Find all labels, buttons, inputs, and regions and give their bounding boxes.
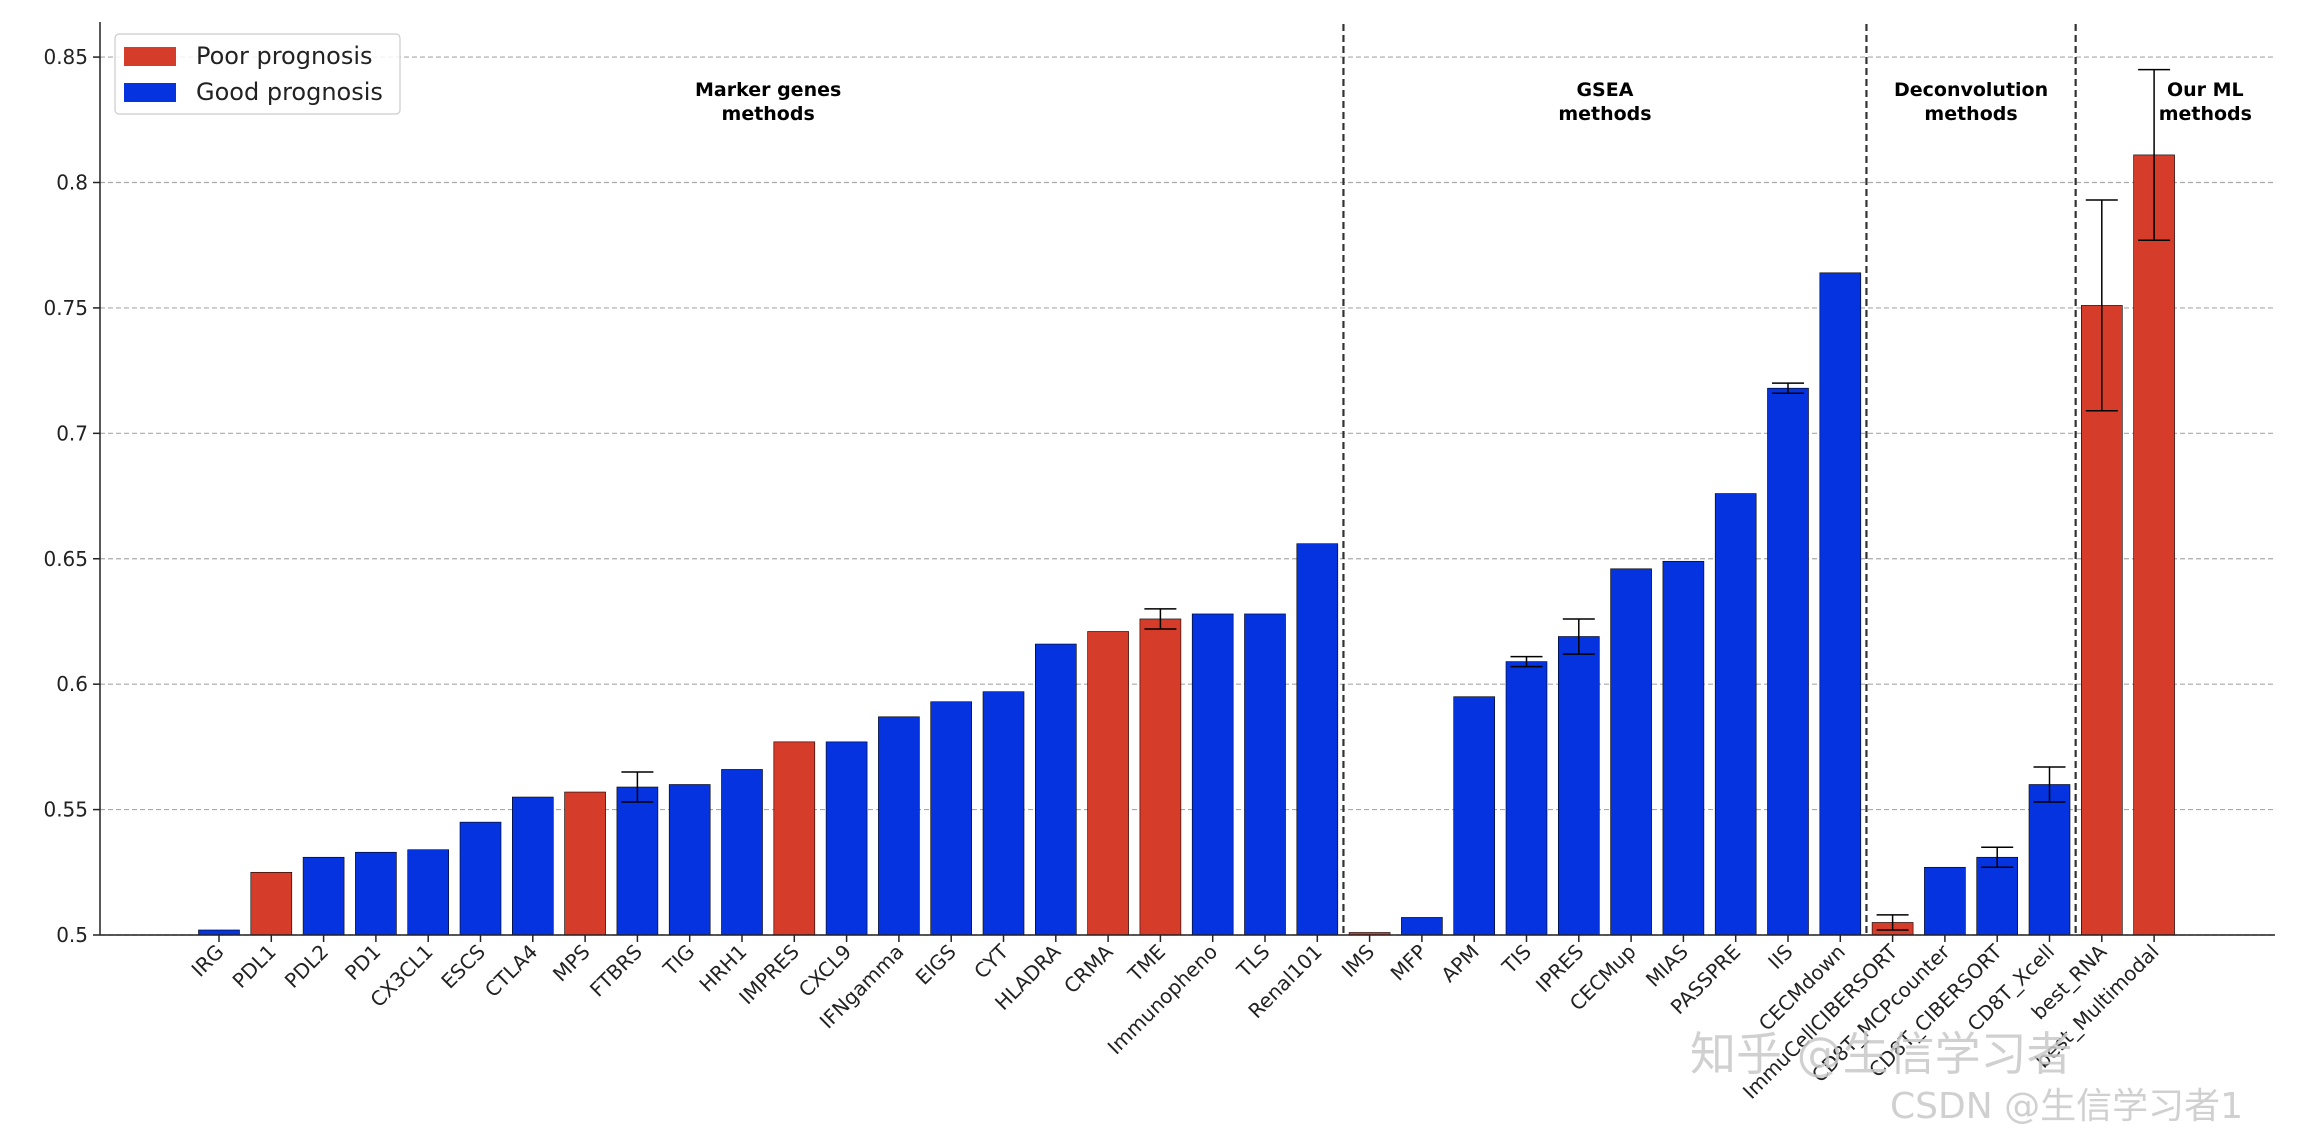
error-bar: [1144, 608, 1177, 630]
bar: [1662, 560, 1705, 936]
error-bar: [621, 771, 654, 803]
bar: [878, 716, 920, 936]
bar: [2028, 784, 2071, 936]
bar: [1924, 866, 1966, 936]
error-bar: [1562, 618, 1595, 655]
y-tick-label: 0.7: [56, 421, 88, 445]
x-tick-label: CTLA4: [480, 940, 542, 1002]
error-bar: [1876, 914, 1909, 931]
x-tick-label: APM: [1436, 940, 1483, 987]
error-bar: [1510, 655, 1543, 668]
bar: [1610, 568, 1652, 936]
bar: [302, 856, 345, 936]
section-label: Our ML: [2167, 79, 2244, 101]
section-label: GSEA: [1576, 79, 1633, 101]
section-label: Deconvolution: [1894, 79, 2048, 101]
bar: [825, 741, 868, 936]
error-bar: [1981, 846, 2014, 869]
y-tick-label: 0.6: [56, 672, 88, 696]
bar: [1191, 613, 1234, 936]
section-label: Marker genes: [695, 79, 841, 101]
y-tick-label: 0.55: [43, 798, 88, 822]
bar: [1505, 661, 1548, 936]
section-label: methods: [1924, 103, 2017, 125]
error-bar: [2085, 199, 2118, 412]
bar: [1714, 493, 1757, 936]
y-tick-label: 0.65: [43, 547, 88, 571]
bar: [982, 691, 1025, 936]
legend-swatch: [124, 47, 176, 66]
error-bar: [2033, 766, 2066, 803]
y-tick-label: 0.5: [56, 923, 88, 947]
bar: [668, 784, 711, 936]
error-bar: [1772, 382, 1804, 394]
x-tick-label: IMS: [1337, 940, 1379, 982]
bar: [459, 821, 502, 936]
x-tick-label: TME: [1122, 940, 1169, 987]
legend-label: Good prognosis: [196, 78, 383, 106]
section-label: methods: [2159, 103, 2252, 125]
bar: [1244, 613, 1286, 936]
x-tick-label: MFP: [1386, 940, 1432, 986]
bar: [250, 871, 293, 936]
x-tick-label: PDL1: [228, 940, 281, 993]
bar: [1767, 387, 1809, 936]
bar: [198, 929, 240, 936]
x-tick-label: TIS: [1497, 940, 1536, 979]
x-tick-label: TIG: [658, 940, 699, 981]
x-tick-label: FTBRS: [585, 940, 647, 1002]
bar: [1401, 917, 1443, 936]
bar: [1453, 696, 1495, 936]
x-tick-label: TLS: [1231, 940, 1274, 983]
watermark: CSDN @生信学习者1: [1890, 1086, 2243, 1127]
y-tick-label: 0.85: [43, 45, 88, 69]
legend-box: [114, 33, 401, 115]
bar: [1087, 631, 1129, 936]
bar: [407, 849, 450, 936]
x-tick-label: CYT: [969, 939, 1013, 983]
watermark: 知乎 @生信学习者: [1690, 1027, 2073, 1081]
bar: [511, 796, 554, 936]
x-tick-label: PDL2: [280, 940, 333, 993]
bar: [1976, 856, 2018, 936]
y-tick-label: 0.75: [43, 296, 88, 320]
section-label: methods: [1558, 103, 1651, 125]
bar: [2133, 154, 2175, 936]
section-label: methods: [722, 103, 815, 125]
bar: [564, 791, 606, 936]
bar: [616, 786, 659, 936]
x-tick-label: MPS: [548, 940, 595, 987]
legend: Poor prognosis Good prognosis: [114, 33, 401, 115]
legend-label: Poor prognosis: [196, 42, 373, 70]
legend-swatch: [124, 83, 176, 102]
bar: [1819, 272, 1862, 936]
x-tick-label: IIS: [1763, 940, 1797, 974]
bar: [355, 851, 397, 936]
bar: [721, 769, 763, 936]
x-tick-label: PD1: [340, 940, 385, 985]
x-tick-label: EIGS: [911, 940, 961, 990]
x-tick-label: IRG: [187, 940, 229, 982]
bar: [1558, 636, 1600, 936]
bar: [1035, 643, 1077, 936]
bar: [773, 741, 816, 936]
bar: [930, 701, 973, 936]
y-tick-label: 0.8: [56, 171, 88, 195]
bar: [1296, 543, 1339, 936]
bar: [1139, 618, 1182, 936]
x-tick-label: CRMA: [1059, 939, 1118, 998]
error-bar: [2138, 68, 2171, 241]
